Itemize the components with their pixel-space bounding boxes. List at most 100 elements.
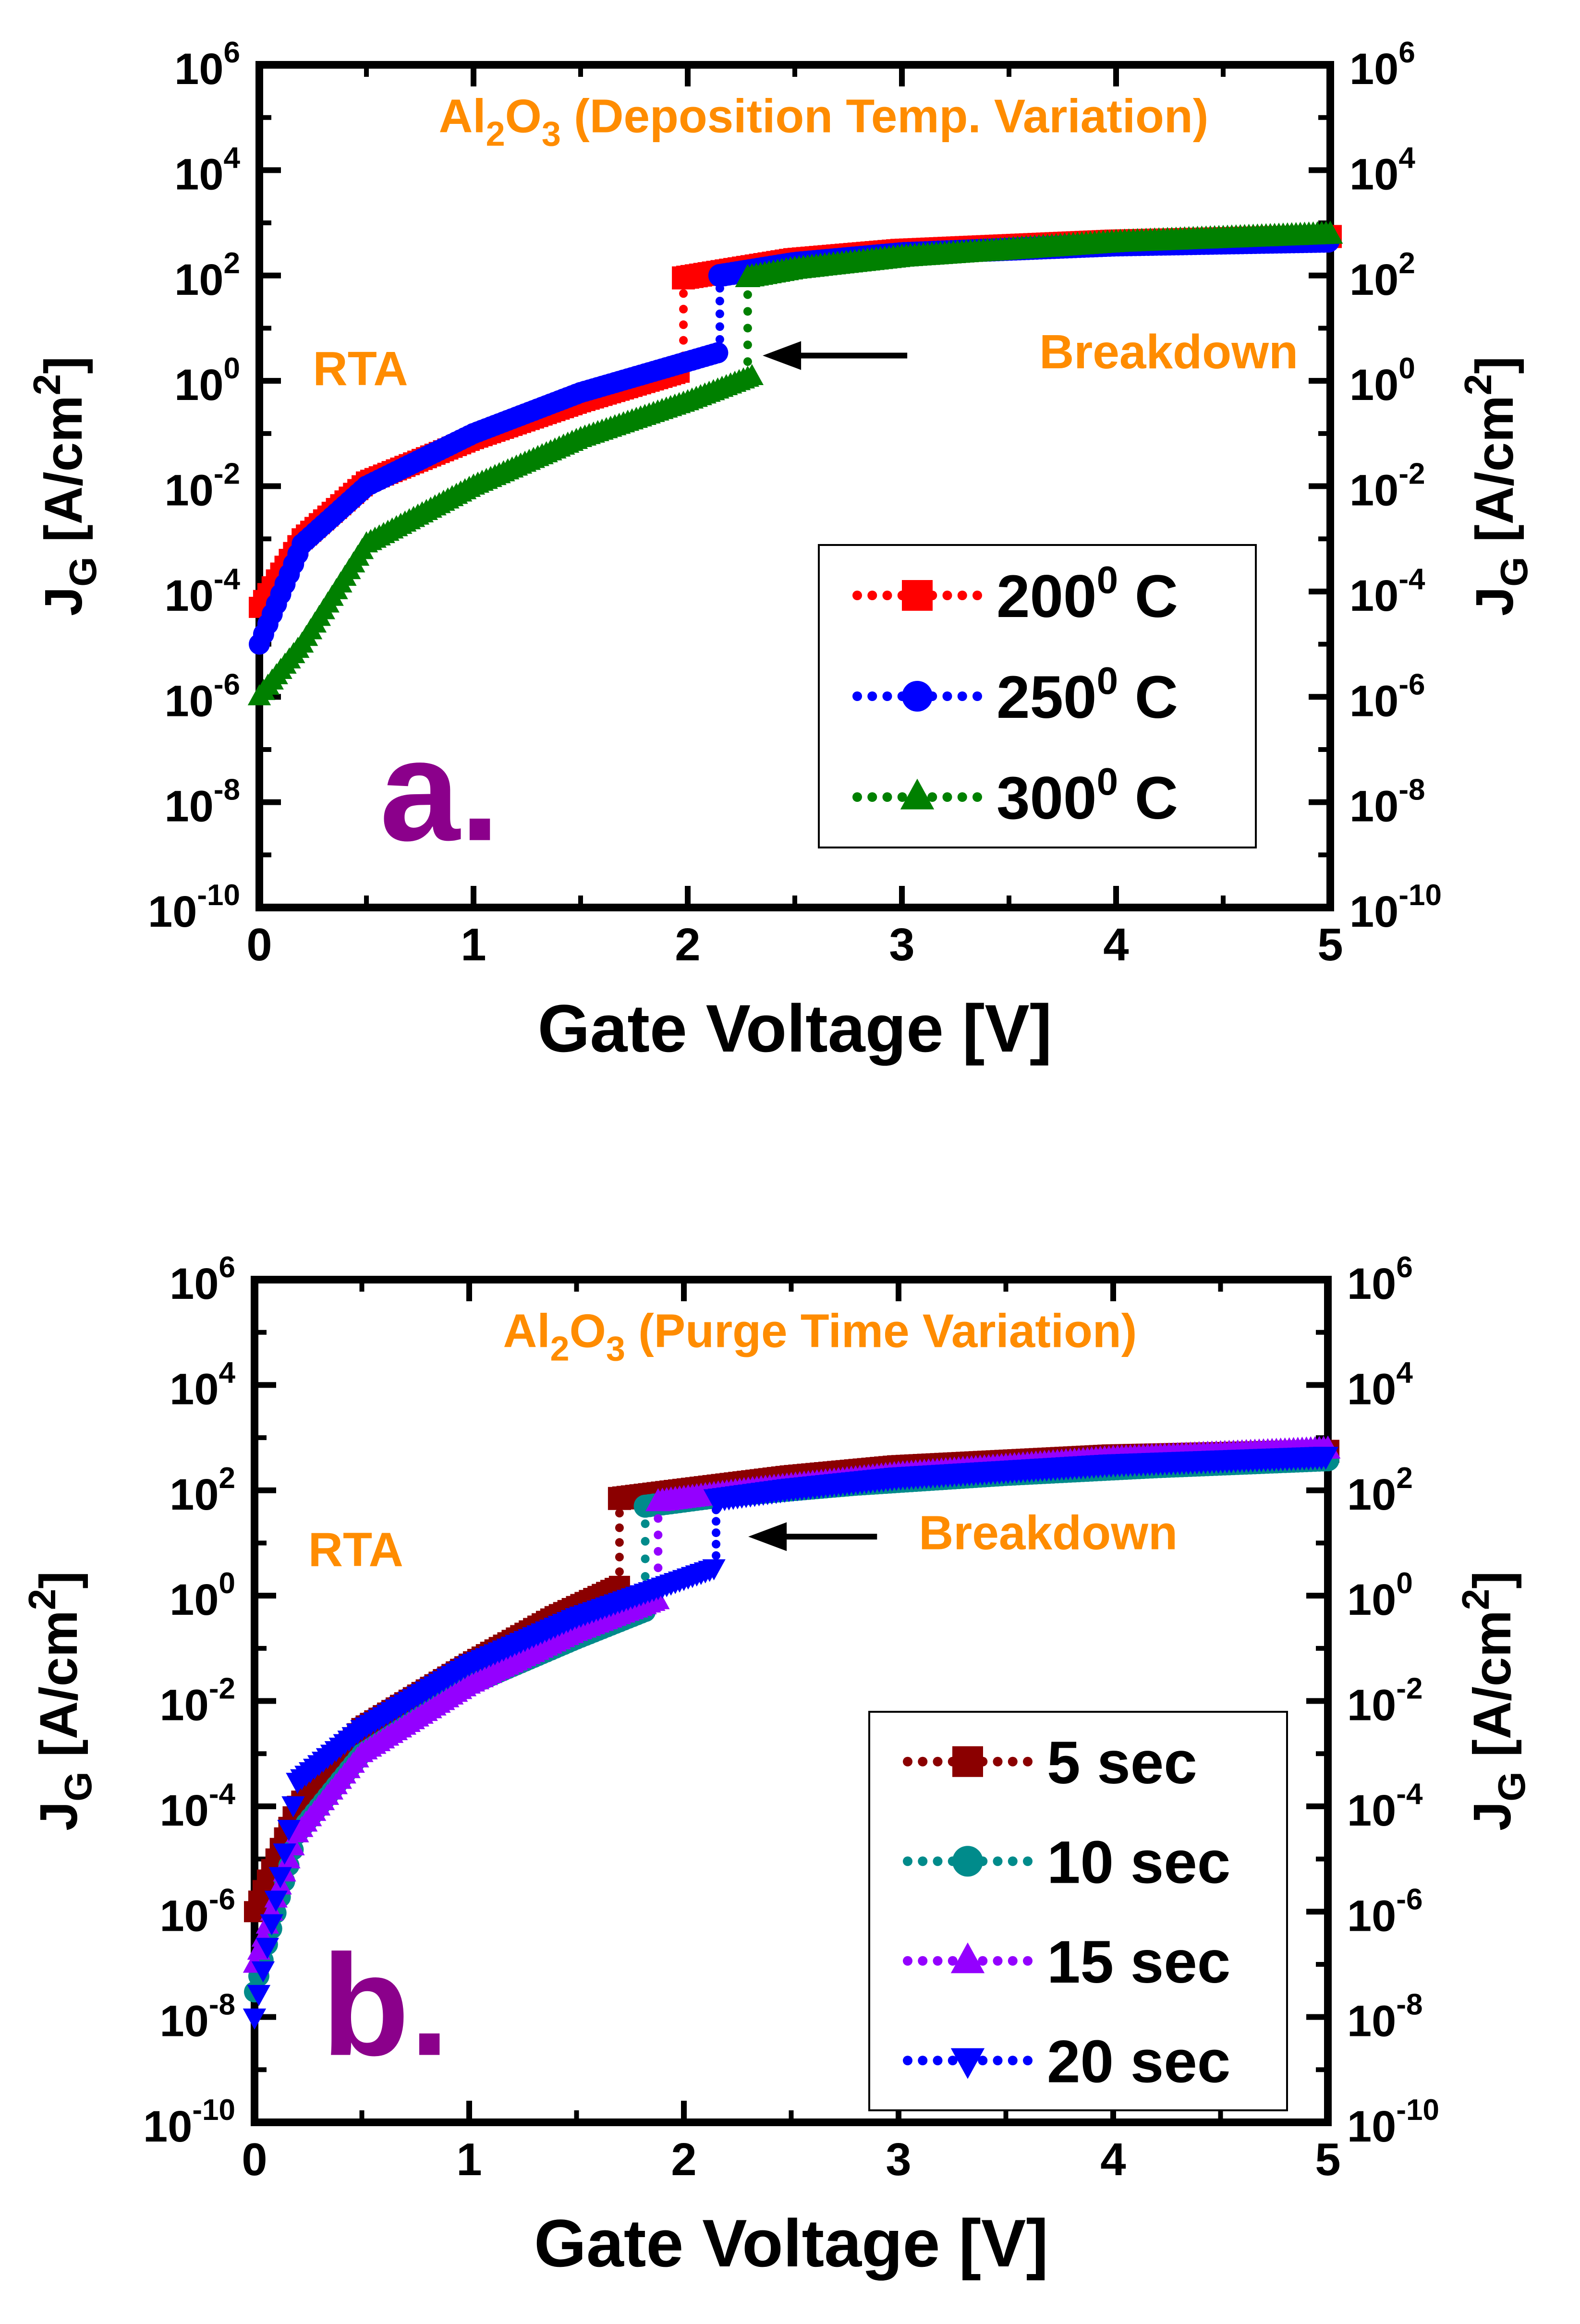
legend-line-dot bbox=[993, 1756, 1003, 1767]
x-tick-label: 1 bbox=[456, 2134, 482, 2185]
legend-line-dot bbox=[882, 792, 892, 802]
y-tick-label: 100 bbox=[170, 1567, 235, 1624]
breakdown-dot bbox=[615, 1538, 624, 1547]
legend-marker bbox=[900, 778, 935, 810]
y-tick-label-right: 102 bbox=[1349, 247, 1415, 304]
legend-line-dot bbox=[1008, 1956, 1018, 1966]
annotation-breakdown: Breakdown bbox=[1039, 325, 1298, 379]
y-tick-label: 10-6 bbox=[160, 1883, 235, 1940]
annotation-title: Al2O3 (Purge Time Variation) bbox=[503, 1304, 1137, 1368]
legend-line-dot bbox=[1023, 1756, 1033, 1767]
legend-line-dot bbox=[882, 591, 892, 600]
series-3 bbox=[243, 1447, 1338, 2030]
legend-line-dot bbox=[918, 1956, 928, 1966]
breakdown-dot bbox=[641, 1537, 650, 1546]
breakdown-dot bbox=[654, 1547, 663, 1556]
y-tick-label: 10-8 bbox=[160, 1988, 235, 2046]
breakdown-arrow-head bbox=[748, 1522, 787, 1551]
breakdown-dot bbox=[743, 290, 752, 299]
breakdown-dot bbox=[679, 336, 688, 345]
y-tick-label-right: 10-8 bbox=[1347, 1988, 1422, 2046]
legend-line-dot bbox=[882, 691, 892, 701]
legend-line-dot bbox=[942, 691, 952, 701]
breakdown-dot bbox=[654, 1563, 663, 1573]
y-tick-label-right: 10-6 bbox=[1347, 1883, 1422, 1940]
x-tick-label: 2 bbox=[671, 2134, 696, 2185]
data-point bbox=[247, 1938, 271, 1960]
legend-line-dot bbox=[1008, 1856, 1018, 1866]
y-tick-label-right: 104 bbox=[1347, 1356, 1413, 1414]
y-tick-label-right: 106 bbox=[1347, 1251, 1413, 1308]
y-tick-label: 10-4 bbox=[165, 563, 241, 620]
legend-line-dot bbox=[933, 1756, 943, 1767]
x-tick-label: 5 bbox=[1315, 2134, 1340, 2185]
legend-line-dot bbox=[933, 1956, 943, 1966]
x-tick-label: 5 bbox=[1317, 919, 1343, 970]
breakdown-dot bbox=[654, 1514, 663, 1523]
legend-line-dot bbox=[972, 591, 982, 600]
legend-line-dot bbox=[948, 2056, 958, 2066]
x-tick-label: 3 bbox=[886, 2134, 911, 2185]
x-tick-label: 2 bbox=[675, 919, 700, 970]
data-point bbox=[243, 2009, 267, 2030]
legend-line-dot bbox=[918, 1756, 928, 1767]
legend-line-dot bbox=[993, 1956, 1003, 1966]
y-tick-label: 10-10 bbox=[143, 2094, 235, 2151]
data-point bbox=[251, 1961, 275, 1983]
y-axis-title-right: JG [A/cm2] bbox=[1454, 1571, 1533, 1831]
data-point bbox=[1313, 1447, 1338, 1470]
legend-line-dot bbox=[918, 2056, 928, 2066]
legend-line-dot bbox=[1023, 1956, 1033, 1966]
legend-label: 3000 C bbox=[997, 760, 1178, 832]
legend-line-dot bbox=[957, 691, 967, 701]
y-tick-label: 106 bbox=[170, 1251, 235, 1308]
breakdown-dot bbox=[712, 1539, 721, 1549]
x-tick-label: 1 bbox=[461, 919, 486, 970]
breakdown-dot bbox=[615, 1523, 624, 1532]
breakdown-arrow-head bbox=[763, 341, 802, 370]
y-tick-label-right: 10-4 bbox=[1349, 563, 1425, 620]
legend-line-dot bbox=[903, 1756, 912, 1767]
legend-label: 15 sec bbox=[1047, 1929, 1230, 1996]
y-tick-label: 102 bbox=[170, 1462, 235, 1519]
data-point bbox=[273, 1843, 296, 1865]
data-point bbox=[264, 1890, 288, 1912]
legend-label: 20 sec bbox=[1047, 2028, 1230, 2095]
breakdown-dot bbox=[715, 296, 724, 305]
legend-line-dot bbox=[957, 792, 967, 802]
legend-line-dot bbox=[972, 792, 982, 802]
breakdown-dot bbox=[641, 1554, 650, 1563]
legend-marker bbox=[950, 1942, 985, 1973]
breakdown-dot bbox=[715, 322, 724, 331]
chart-panel-b: 0 1 2 3 4 5 106 106 104 104 102 102 100 100 10-2 10-2 10… bbox=[21, 1251, 1533, 2281]
x-tick-label: 4 bbox=[1103, 919, 1129, 970]
legend-marker bbox=[952, 1746, 983, 1777]
legend-label: 2500 C bbox=[997, 659, 1178, 731]
y-tick-label-right: 10-10 bbox=[1347, 2094, 1439, 2151]
legend-line-dot bbox=[1023, 2056, 1033, 2066]
breakdown-dot bbox=[654, 1530, 663, 1539]
legend-line-dot bbox=[903, 2056, 912, 2066]
breakdown-dot bbox=[712, 1551, 721, 1560]
y-axis-title-left: JG [A/cm2] bbox=[25, 356, 104, 616]
x-axis-title: Gate Voltage [V] bbox=[538, 991, 1052, 1066]
legend-line-dot bbox=[933, 2056, 943, 2066]
annotation-rta: RTA bbox=[308, 1523, 403, 1577]
y-tick-label-right: 10-10 bbox=[1349, 879, 1442, 936]
legend-box bbox=[868, 1711, 1288, 2111]
annotation-rta: RTA bbox=[313, 342, 408, 396]
x-tick-label: 4 bbox=[1100, 2134, 1126, 2185]
legend-line-dot bbox=[978, 1956, 988, 1966]
legend-line-dot bbox=[867, 792, 877, 802]
x-tick-label: 0 bbox=[242, 2134, 267, 2185]
legend-line-dot bbox=[867, 691, 877, 701]
breakdown-dot bbox=[641, 1572, 650, 1581]
y-tick-label: 10-8 bbox=[165, 774, 240, 831]
legend-line-dot bbox=[903, 1856, 912, 1866]
breakdown-dot bbox=[615, 1567, 624, 1576]
y-tick-label-right: 104 bbox=[1349, 141, 1415, 199]
y-tick-label: 10-4 bbox=[160, 1778, 236, 1835]
y-tick-label-right: 10-4 bbox=[1347, 1778, 1423, 1835]
legend-label: 10 sec bbox=[1047, 1829, 1230, 1896]
data-point bbox=[268, 1867, 292, 1888]
